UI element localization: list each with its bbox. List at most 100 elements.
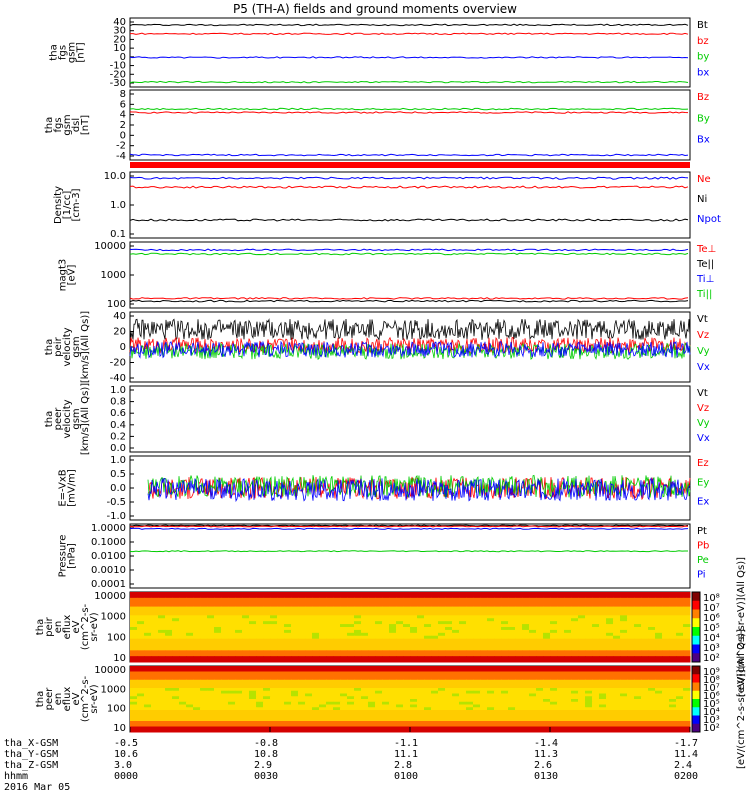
heatmap-cell — [529, 668, 537, 672]
heatmap-cell — [564, 710, 572, 714]
heatmap-cell — [613, 592, 621, 596]
heatmap-cell — [641, 729, 649, 733]
heatmap-cell — [228, 647, 236, 651]
heatmap-cell — [172, 629, 180, 634]
heatmap-cell — [564, 668, 572, 672]
heatmap-cell — [403, 615, 411, 619]
heatmap-cell — [326, 594, 334, 599]
heatmap-cell — [487, 696, 495, 700]
heatmap-cell — [382, 612, 390, 616]
heatmap-cell — [354, 718, 362, 722]
heatmap-cell — [361, 668, 369, 672]
heatmap-cell — [172, 690, 180, 694]
heatmap-cell — [543, 659, 551, 663]
heatmap-cell — [277, 618, 285, 622]
heatmap-cell — [277, 693, 285, 697]
heatmap-cell — [543, 721, 551, 725]
heatmap-cell — [193, 723, 201, 727]
heatmap-cell — [361, 609, 369, 613]
footer-value: 10.6 — [114, 749, 139, 760]
heatmap-cell — [466, 638, 474, 643]
heatmap-cell — [333, 638, 341, 643]
heatmap-cell — [305, 609, 313, 613]
heatmap-cell — [396, 600, 404, 605]
heatmap-cell — [438, 699, 446, 703]
legend-vx: Vx — [697, 362, 710, 373]
footer-row-label: hhmm — [4, 771, 29, 782]
heatmap-cell — [599, 699, 607, 703]
heatmap-cell — [571, 674, 579, 678]
heatmap-cell — [585, 668, 593, 672]
heatmap-cell — [424, 635, 432, 640]
ylabel: E=-VxB[mV/m] — [58, 469, 78, 507]
heatmap-cell — [200, 597, 208, 602]
heatmap-cell — [137, 609, 145, 613]
heatmap-cell — [291, 690, 299, 694]
heatmap-cell — [655, 729, 663, 733]
heatmap-cell — [550, 726, 558, 730]
heatmap-cell — [550, 718, 558, 722]
heatmap-cell — [620, 592, 628, 596]
colorbar-band — [692, 682, 700, 692]
heatmap-cell — [592, 656, 600, 660]
heatmap-cell — [214, 606, 222, 610]
heatmap-cell — [333, 603, 341, 608]
heatmap-cell — [207, 682, 215, 686]
heatmap-cell — [599, 609, 607, 613]
heatmap-cell — [564, 679, 572, 683]
heatmap-cell — [144, 690, 152, 694]
heatmap-cell — [655, 632, 663, 637]
series-pi — [129, 527, 689, 530]
heatmap-cell — [445, 641, 453, 645]
heatmap-cell — [410, 644, 418, 648]
heatmap-cell — [361, 635, 369, 640]
heatmap-cell — [501, 656, 509, 660]
heatmap-cell — [207, 712, 215, 716]
heatmap-cell — [536, 707, 544, 711]
heatmap-cell — [326, 674, 334, 678]
heatmap-cell — [536, 600, 544, 605]
heatmap-cell — [571, 603, 579, 608]
heatmap-cell — [403, 647, 411, 651]
heatmap-cell — [368, 621, 376, 625]
heatmap-cell — [424, 632, 432, 637]
heatmap-cell — [207, 718, 215, 722]
heatmap-cell — [382, 674, 390, 678]
heatmap-cell — [389, 693, 397, 697]
heatmap-cell — [634, 685, 642, 689]
heatmap-cell — [501, 721, 509, 725]
heatmap-cell — [662, 701, 670, 705]
heatmap-cell — [585, 635, 593, 640]
heatmap-cell — [557, 693, 565, 697]
heatmap-cell — [452, 682, 460, 686]
heatmap-cell — [333, 609, 341, 613]
heatmap-cell — [277, 638, 285, 643]
heatmap-cell — [340, 603, 348, 608]
ylabel: thapeirenefluxeV(cm^2-s-sr-eV) — [35, 603, 100, 650]
heatmap-cell — [550, 715, 558, 719]
heatmap-cell — [354, 723, 362, 727]
heatmap-cell — [655, 721, 663, 725]
heatmap-cell — [172, 674, 180, 678]
ytick-label: 1.0 — [110, 455, 126, 466]
heatmap-cell — [326, 715, 334, 719]
heatmap-cell — [277, 710, 285, 714]
heatmap-cell — [627, 674, 635, 678]
heatmap-cell — [389, 666, 397, 670]
heatmap-cell — [361, 600, 369, 605]
colorbar-band — [692, 699, 700, 708]
heatmap-cell — [613, 629, 621, 634]
heatmap-cell — [550, 621, 558, 625]
heatmap-cell — [235, 701, 243, 705]
heatmap-cell — [179, 641, 187, 645]
heatmap-cell — [417, 704, 425, 708]
heatmap-cell — [284, 674, 292, 678]
heatmap-cell — [683, 726, 691, 730]
heatmap-cell — [473, 712, 481, 716]
ytick-label: -10 — [110, 61, 126, 72]
heatmap-cell — [221, 638, 229, 643]
heatmap-cell — [473, 721, 481, 725]
heatmap-cell — [298, 656, 306, 660]
heatmap-cell — [564, 606, 572, 610]
heatmap-cell — [144, 656, 152, 660]
